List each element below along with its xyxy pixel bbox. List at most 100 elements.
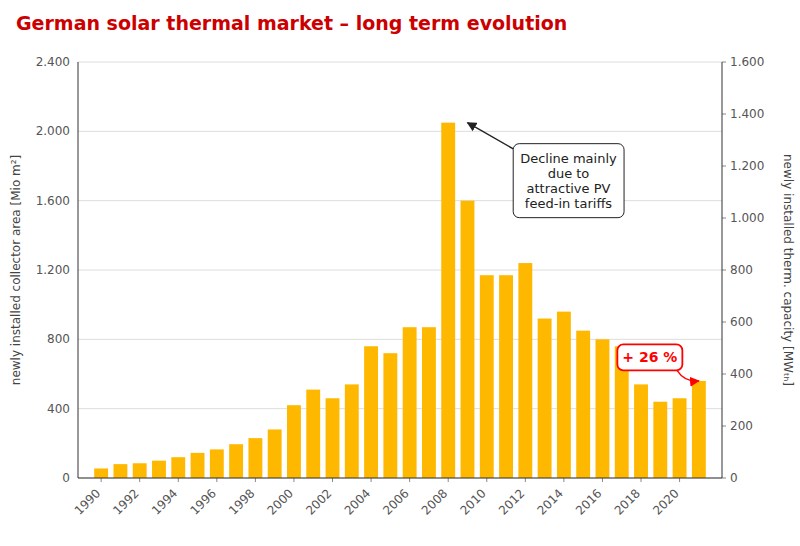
bar xyxy=(345,384,359,478)
annotation-box xyxy=(617,344,682,370)
x-tick-label: 1992 xyxy=(110,486,141,517)
x-tick xyxy=(563,478,564,482)
bar xyxy=(326,398,340,478)
grid-line xyxy=(78,478,722,479)
y2-tick xyxy=(722,166,726,167)
y2-tick xyxy=(722,374,726,375)
x-tick xyxy=(448,478,449,482)
y-tick-label: 0 xyxy=(62,471,70,485)
x-tick xyxy=(332,478,333,482)
x-tick xyxy=(409,478,410,482)
y2-tick xyxy=(722,218,726,219)
y2-tick xyxy=(722,114,726,115)
x-tick-label: 2008 xyxy=(419,486,450,517)
bar xyxy=(364,346,378,478)
grid xyxy=(78,62,722,478)
bar xyxy=(692,381,706,478)
annotation-arrow xyxy=(467,123,513,149)
x-tick-label: 2004 xyxy=(342,486,373,517)
y-tick-label: 400 xyxy=(47,402,70,416)
y2-tick-label: 600 xyxy=(730,315,753,329)
y2-tick xyxy=(722,478,726,479)
y2-axis xyxy=(722,62,723,478)
x-tick-label: 1998 xyxy=(226,486,257,517)
x-tick xyxy=(371,478,372,482)
bar xyxy=(653,402,667,478)
y2-tick-label: 800 xyxy=(730,263,753,277)
y2-tick xyxy=(722,426,726,427)
annotation: + 26 % xyxy=(617,344,699,381)
bar xyxy=(287,405,301,478)
x-tick xyxy=(525,478,526,482)
x-tick-label: 1994 xyxy=(149,486,180,517)
x-tick xyxy=(216,478,217,482)
y2-tick-label: 400 xyxy=(730,367,753,381)
x-tick xyxy=(602,478,603,482)
bar xyxy=(210,449,224,478)
x-tick xyxy=(679,478,680,482)
x-tick-label: 2006 xyxy=(380,486,411,517)
bar xyxy=(634,384,648,478)
bar xyxy=(229,444,243,478)
bar xyxy=(673,398,687,478)
bar xyxy=(403,327,417,478)
x-tick xyxy=(641,478,642,482)
x-tick xyxy=(255,478,256,482)
annotation-arrow xyxy=(677,370,699,381)
bar xyxy=(152,461,166,478)
y2-tick-label: 1.200 xyxy=(730,159,764,173)
title: German solar thermal market – long term … xyxy=(16,12,567,34)
bar xyxy=(499,275,513,478)
x-tick xyxy=(139,478,140,482)
y-axis-label: newly installed collector area [Mio m²] xyxy=(9,155,23,385)
x-tick-label: 2010 xyxy=(457,486,488,517)
annotation-text: Decline mainlydue toattractive PVfeed-in… xyxy=(520,151,617,211)
bar xyxy=(94,468,108,478)
bar xyxy=(557,312,571,478)
bar xyxy=(576,331,590,478)
chart: German solar thermal market – long term … xyxy=(0,0,800,546)
x-tick-label: 2014 xyxy=(535,486,566,517)
x-tick-label: 2000 xyxy=(265,486,296,517)
x-tick-label: 2012 xyxy=(496,486,527,517)
y2-axis-label: newly installed therm. capacity [MWₜₕ] xyxy=(781,154,795,386)
annotation-box xyxy=(513,144,624,218)
y2-tick xyxy=(722,62,726,63)
y-tick-label: 800 xyxy=(47,332,70,346)
bar xyxy=(171,457,185,478)
y-tick-label: 2.000 xyxy=(36,124,70,138)
grid-line xyxy=(78,270,722,271)
bar xyxy=(596,339,610,478)
y2-tick xyxy=(722,270,726,271)
y2-tick-label: 1.400 xyxy=(730,107,764,121)
bar xyxy=(383,353,397,478)
bar xyxy=(518,263,532,478)
y2-tick-label: 0 xyxy=(730,471,738,485)
bar xyxy=(480,275,494,478)
bar xyxy=(538,319,552,478)
bar xyxy=(441,123,455,478)
bar xyxy=(422,327,436,478)
annotation: Decline mainlydue toattractive PVfeed-in… xyxy=(467,123,624,218)
x-axis xyxy=(78,478,722,479)
y2-tick-label: 200 xyxy=(730,419,753,433)
bar xyxy=(133,463,147,478)
x-tick-label: 2020 xyxy=(650,486,681,517)
bar xyxy=(461,201,475,478)
grid-line xyxy=(78,339,722,340)
y2-tick-label: 1.600 xyxy=(730,55,764,69)
x-tick-label: 2016 xyxy=(573,486,604,517)
bar xyxy=(306,390,320,478)
y-tick-label: 1.200 xyxy=(36,263,70,277)
x-tick xyxy=(178,478,179,482)
x-tick xyxy=(486,478,487,482)
grid-line xyxy=(78,62,722,63)
bars xyxy=(94,123,706,478)
grid-line xyxy=(78,131,722,132)
bar xyxy=(268,429,282,478)
y2-tick xyxy=(722,322,726,323)
grid-line xyxy=(78,200,722,201)
y-tick-label: 2.400 xyxy=(36,55,70,69)
bar xyxy=(191,453,205,478)
x-tick-label: 1996 xyxy=(187,486,218,517)
